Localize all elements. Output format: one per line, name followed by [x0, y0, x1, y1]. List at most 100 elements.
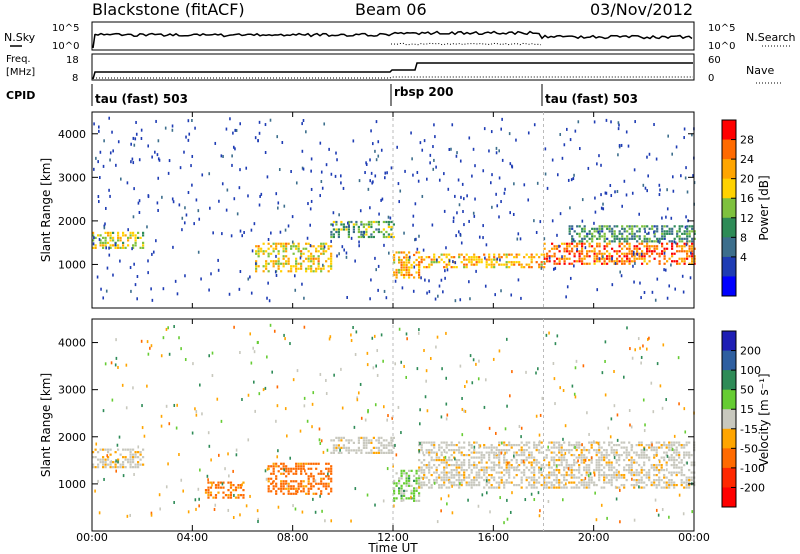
- velocity-cell: [104, 461, 107, 464]
- velocity-cell: [642, 344, 644, 348]
- velocity-cell: [312, 391, 315, 395]
- velocity-cell: [583, 446, 586, 449]
- power-cell: [596, 237, 599, 240]
- power-cell: [424, 278, 426, 282]
- velocity-cell: [493, 466, 496, 469]
- velocity-cell: [473, 445, 476, 449]
- velocity-cell: [195, 410, 198, 414]
- velocity-cell: [137, 466, 140, 469]
- velocity-cell: [558, 478, 561, 482]
- velocity-cell: [553, 461, 556, 464]
- power-cell: [606, 250, 609, 253]
- power-cell: [693, 260, 696, 263]
- power-cell: [387, 235, 390, 239]
- power-cell: [454, 194, 456, 198]
- power-cell: [195, 198, 198, 202]
- velocity-cell: [533, 483, 536, 487]
- power-cell: [130, 160, 132, 164]
- power-cell: [681, 260, 684, 263]
- power-cell: [330, 262, 333, 265]
- power-cell: [443, 172, 445, 176]
- velocity-cell: [463, 446, 466, 449]
- velocity-cell: [673, 434, 676, 438]
- power-cell: [109, 246, 112, 249]
- power-cell: [620, 274, 623, 278]
- power-cell: [332, 220, 335, 224]
- velocity-cell: [115, 459, 117, 463]
- velocity-cell: [658, 478, 661, 482]
- power-cell: [684, 225, 687, 229]
- velocity-cell: [406, 337, 408, 341]
- velocity-cell: [302, 465, 305, 468]
- velocity-cell: [109, 466, 112, 469]
- velocity-cell: [420, 476, 423, 479]
- velocity-cell: [337, 444, 340, 447]
- velocity-cell: [478, 446, 481, 449]
- velocity-cell: [443, 481, 446, 484]
- power-cell: [651, 290, 654, 294]
- velocity-cell: [413, 497, 416, 500]
- power-cell: [540, 263, 543, 266]
- velocity-cell: [618, 443, 621, 447]
- velocity-cell: [115, 356, 118, 360]
- power-cell: [473, 258, 476, 261]
- velocity-cell: [295, 465, 298, 468]
- power-cell: [109, 236, 112, 239]
- power-cell: [508, 253, 511, 256]
- power-cell: [603, 237, 606, 240]
- velocity-cell: [422, 477, 424, 481]
- power-cell: [613, 230, 616, 233]
- freq-panel: Freq. [MHz] 18 8 60 0 Nave: [6, 53, 782, 84]
- power-cell: [400, 261, 403, 264]
- velocity-cell: [206, 474, 209, 478]
- velocity-cell: [290, 467, 293, 470]
- velocity-cell: [150, 344, 153, 348]
- power-cell: [370, 223, 373, 226]
- velocity-cell: [463, 409, 465, 413]
- power-cell: [683, 237, 686, 240]
- velocity-cell: [678, 453, 681, 457]
- power-cell: [482, 224, 484, 228]
- power-cell: [297, 242, 300, 245]
- velocity-cell: [573, 486, 576, 489]
- velocity-cell: [440, 478, 443, 482]
- power-cell: [576, 260, 579, 263]
- velocity-cell: [688, 481, 691, 484]
- velocity-cell: [610, 461, 613, 464]
- velocity-cell: [533, 471, 536, 474]
- power-cell: [418, 251, 421, 254]
- power-cell: [455, 266, 458, 269]
- velocity-cell: [445, 478, 448, 482]
- velocity-cell: [629, 347, 631, 351]
- velocity-cell: [483, 473, 486, 477]
- velocity-cell: [435, 476, 438, 479]
- power-cell: [573, 245, 576, 248]
- velocity-cell: [630, 448, 633, 452]
- power-cell: [661, 252, 664, 255]
- velocity-cell: [375, 446, 378, 449]
- velocity-cell: [468, 473, 471, 477]
- power-cell: [418, 271, 421, 274]
- power-cell: [646, 247, 649, 250]
- velocity-cell: [648, 443, 651, 447]
- velocity-cell: [458, 446, 461, 449]
- power-cell: [104, 231, 107, 234]
- velocity-cell: [550, 481, 553, 484]
- power-cell: [460, 241, 463, 245]
- velocity-cell: [590, 481, 593, 484]
- velocity-cell: [443, 456, 446, 459]
- velocity-cell: [129, 453, 132, 456]
- velocity-cell: [160, 414, 163, 418]
- power-cell: [440, 278, 443, 282]
- velocity-cell: [623, 441, 626, 444]
- velocity-cell: [129, 461, 132, 464]
- velocity-cell: [675, 466, 678, 469]
- power-cell: [500, 289, 502, 293]
- power-cell: [505, 261, 508, 264]
- velocity-cell: [665, 398, 668, 402]
- velocity-cell: [503, 458, 506, 462]
- power-cell: [375, 158, 378, 162]
- velocity-cell: [513, 466, 516, 469]
- power-cell: [225, 127, 228, 131]
- power-cell: [99, 176, 101, 180]
